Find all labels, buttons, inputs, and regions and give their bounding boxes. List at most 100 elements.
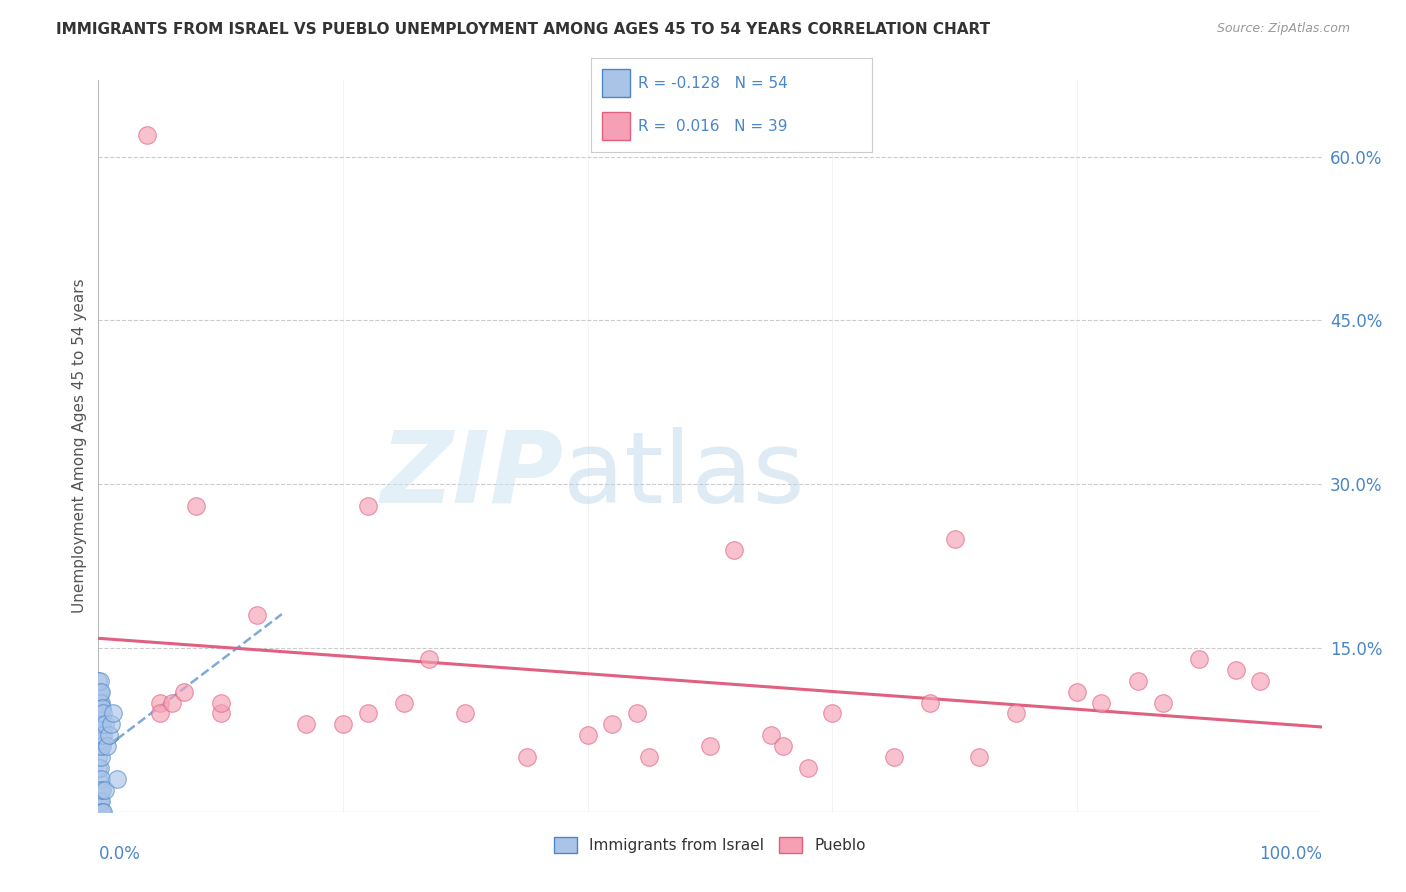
Text: 0.0%: 0.0%	[98, 845, 141, 863]
Point	[87, 728, 110, 742]
Point	[87, 696, 110, 710]
Point	[797, 761, 820, 775]
Text: ZIP: ZIP	[380, 426, 564, 524]
Point	[943, 532, 966, 546]
Point	[87, 772, 110, 786]
Text: R =  0.016   N = 39: R = 0.016 N = 39	[638, 119, 787, 134]
Point	[87, 783, 110, 797]
Point	[91, 739, 114, 754]
Point	[90, 805, 112, 819]
Point	[883, 750, 905, 764]
Point	[89, 794, 111, 808]
Point	[761, 728, 783, 742]
Point	[87, 761, 110, 775]
Point	[90, 772, 112, 786]
Point	[576, 728, 599, 742]
Point	[89, 684, 111, 698]
Point	[91, 728, 114, 742]
Point	[87, 805, 110, 819]
Point	[90, 794, 112, 808]
Point	[90, 728, 112, 742]
Point	[1188, 652, 1211, 666]
Point	[1066, 684, 1088, 698]
Point	[93, 717, 115, 731]
Point	[1249, 673, 1271, 688]
Point	[356, 499, 378, 513]
Point	[160, 696, 183, 710]
Point	[87, 805, 110, 819]
Point	[1128, 673, 1150, 688]
Text: atlas: atlas	[564, 426, 804, 524]
Point	[209, 696, 232, 710]
Point	[89, 761, 111, 775]
Point	[600, 717, 623, 731]
Bar	[602, 70, 630, 97]
Point	[90, 717, 112, 731]
Point	[920, 696, 942, 710]
Point	[454, 706, 477, 721]
Text: 100.0%: 100.0%	[1258, 845, 1322, 863]
Point	[90, 750, 112, 764]
Point	[87, 805, 110, 819]
Point	[967, 750, 990, 764]
Point	[98, 728, 121, 742]
Point	[100, 717, 122, 731]
Point	[1225, 663, 1247, 677]
Point	[91, 783, 114, 797]
Point	[87, 690, 110, 704]
Point	[87, 701, 110, 715]
Point	[91, 805, 114, 819]
Point	[87, 684, 110, 698]
Point	[87, 805, 110, 819]
Point	[91, 701, 114, 715]
Bar	[602, 112, 630, 140]
Point	[91, 805, 114, 819]
Point	[209, 706, 232, 721]
Point	[87, 750, 110, 764]
Point	[136, 128, 159, 142]
Point	[89, 673, 111, 688]
Point	[87, 739, 110, 754]
Point	[90, 706, 112, 721]
Point	[699, 739, 721, 754]
Point	[772, 739, 794, 754]
Point	[87, 794, 110, 808]
Point	[87, 805, 110, 819]
Point	[90, 684, 112, 698]
Point	[149, 706, 172, 721]
Point	[392, 696, 416, 710]
Point	[89, 696, 111, 710]
Point	[332, 717, 354, 731]
Point	[186, 499, 208, 513]
Y-axis label: Unemployment Among Ages 45 to 54 years: Unemployment Among Ages 45 to 54 years	[72, 278, 87, 614]
Point	[105, 772, 128, 786]
Point	[89, 739, 111, 754]
Point	[87, 706, 110, 721]
Point	[89, 783, 111, 797]
Point	[173, 684, 195, 698]
Point	[821, 706, 844, 721]
Point	[89, 717, 111, 731]
Point	[89, 706, 111, 721]
Point	[515, 750, 537, 764]
Point	[90, 696, 112, 710]
Point	[1004, 706, 1026, 721]
Point	[91, 717, 114, 731]
Point	[246, 608, 269, 623]
Point	[638, 750, 661, 764]
Point	[87, 805, 110, 819]
Point	[149, 696, 172, 710]
Point	[723, 542, 745, 557]
Point	[93, 783, 115, 797]
Text: IMMIGRANTS FROM ISRAEL VS PUEBLO UNEMPLOYMENT AMONG AGES 45 TO 54 YEARS CORRELAT: IMMIGRANTS FROM ISRAEL VS PUEBLO UNEMPLO…	[56, 22, 990, 37]
Point	[96, 739, 118, 754]
Point	[91, 706, 114, 721]
Point	[87, 717, 110, 731]
Point	[101, 706, 124, 721]
Point	[1152, 696, 1174, 710]
Point	[418, 652, 440, 666]
Text: Source: ZipAtlas.com: Source: ZipAtlas.com	[1216, 22, 1350, 36]
Point	[89, 805, 111, 819]
Legend: Immigrants from Israel, Pueblo: Immigrants from Israel, Pueblo	[548, 830, 872, 859]
Point	[1090, 696, 1112, 710]
